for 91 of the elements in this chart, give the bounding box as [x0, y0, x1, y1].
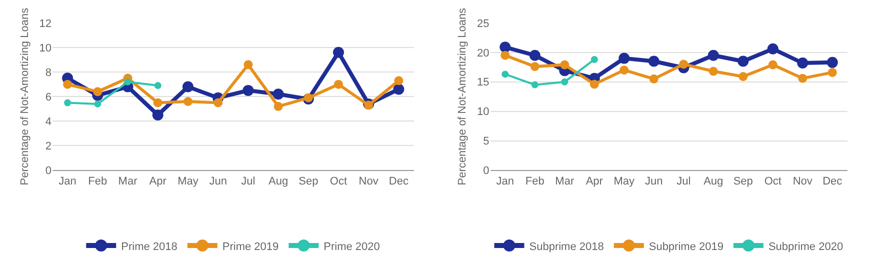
point — [94, 100, 102, 108]
point — [531, 81, 538, 88]
x-tick-label: Mar — [555, 175, 574, 188]
legend-label: Prime 2020 — [324, 240, 380, 253]
point — [560, 60, 570, 70]
legend-label: Subprime 2019 — [648, 240, 724, 253]
point — [618, 52, 630, 64]
x-tick-label: Mar — [118, 175, 138, 188]
y-axis-title: Percentage of Not-Amortizing Loans — [456, 7, 469, 186]
x-tick-label: Nov — [358, 175, 379, 188]
x-tick-label: Feb — [525, 175, 544, 188]
point — [500, 42, 511, 53]
point — [183, 97, 192, 106]
point — [154, 82, 162, 90]
point — [364, 100, 374, 110]
x-tick-label: Apr — [149, 175, 167, 188]
y-tick-label: 8 — [45, 66, 52, 79]
x-tick-label: Oct — [764, 175, 782, 188]
y-tick-label: 12 — [39, 18, 52, 30]
point — [738, 72, 748, 82]
legend-label: Subprime 2018 — [529, 240, 604, 253]
x-tick-label: Jun — [209, 175, 227, 188]
x-tick-label: Feb — [88, 175, 108, 188]
point — [708, 66, 718, 76]
x-tick-label: May — [614, 175, 636, 188]
x-tick-label: Oct — [330, 175, 348, 188]
point — [500, 50, 510, 60]
point — [304, 93, 313, 102]
x-tick-label: Jan — [496, 175, 514, 188]
legend-label: Prime 2019 — [222, 240, 279, 253]
x-tick-label: May — [178, 175, 199, 188]
point — [244, 60, 253, 70]
x-tick-label: Jul — [241, 175, 256, 188]
point — [620, 66, 629, 75]
point — [332, 46, 344, 58]
y-tick-label: 0 — [483, 165, 490, 178]
y-tick-label: 10 — [39, 42, 52, 54]
y-tick-label: 4 — [45, 116, 52, 128]
point — [393, 84, 404, 95]
point — [529, 50, 540, 61]
point — [272, 88, 284, 100]
y-axis-title: Percentage of Not-Amortizing Loans — [18, 7, 31, 186]
point — [274, 102, 283, 111]
point — [828, 68, 837, 77]
point — [502, 70, 509, 78]
point — [394, 76, 404, 86]
point — [768, 60, 778, 70]
x-tick-label: Jun — [645, 175, 663, 188]
point — [649, 74, 658, 84]
point — [826, 56, 838, 68]
x-tick-label: Nov — [792, 175, 813, 188]
x-tick-label: Aug — [704, 175, 724, 188]
point — [153, 98, 162, 108]
point — [708, 50, 719, 61]
y-tick-label: 0 — [45, 165, 52, 178]
y-tick-label: 2 — [45, 140, 52, 153]
y-tick-label: 10 — [477, 106, 490, 118]
point — [798, 74, 808, 83]
point — [767, 43, 778, 54]
y-tick-label: 5 — [483, 136, 490, 148]
x-tick-label: Sep — [298, 175, 318, 188]
x-tick-label: Dec — [822, 175, 843, 188]
point — [182, 81, 194, 92]
point — [214, 98, 223, 108]
point — [648, 56, 660, 67]
point — [797, 58, 808, 69]
y-tick-label: 25 — [477, 18, 490, 30]
point — [152, 110, 164, 120]
point — [679, 60, 688, 69]
point — [738, 56, 749, 67]
point — [64, 99, 72, 106]
point — [334, 80, 343, 89]
y-tick-label: 20 — [477, 47, 490, 60]
x-tick-label: Jul — [676, 175, 691, 188]
x-tick-label: Dec — [388, 175, 409, 188]
point — [561, 78, 568, 86]
x-tick-label: Aug — [268, 175, 288, 188]
x-tick-label: Apr — [586, 175, 604, 188]
y-tick-label: 6 — [45, 91, 52, 104]
point — [93, 87, 102, 96]
point — [242, 84, 254, 96]
point — [590, 56, 598, 63]
point — [590, 80, 599, 89]
x-tick-label: Jan — [58, 175, 76, 188]
point — [530, 62, 540, 72]
point — [63, 80, 72, 89]
y-tick-label: 15 — [477, 76, 490, 89]
legend-label: Prime 2018 — [121, 240, 178, 253]
point — [124, 78, 132, 86]
legend-label: Subprime 2020 — [768, 240, 844, 253]
x-tick-label: Sep — [733, 175, 753, 188]
